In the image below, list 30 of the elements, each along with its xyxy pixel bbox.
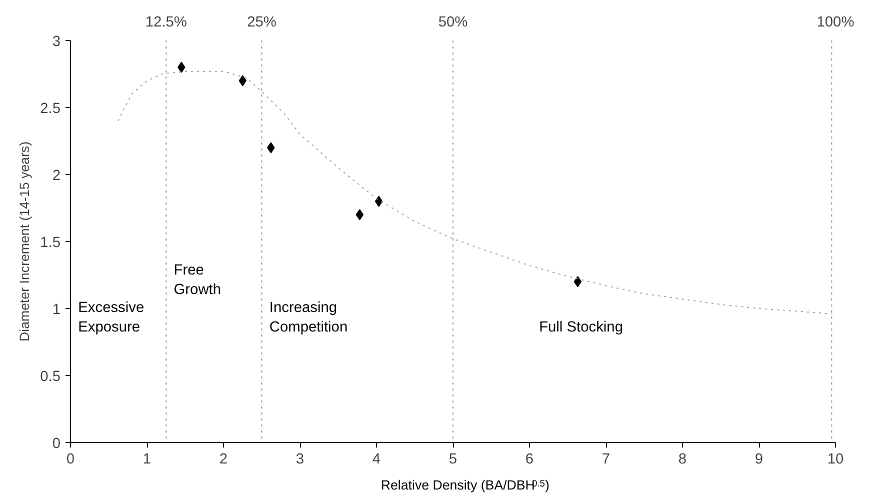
x-tick-label: 0 xyxy=(66,452,75,468)
y-tick-label: 3 xyxy=(52,34,61,50)
x2-tick-label: 12.5% xyxy=(145,14,187,30)
y-tick-label: 1 xyxy=(52,302,61,318)
annotation: Excessive Exposure xyxy=(78,300,144,336)
x2-tick-label: 25% xyxy=(247,14,276,30)
x-tick-label: 2 xyxy=(219,452,228,468)
point xyxy=(356,209,364,220)
x2-tick-label: 50% xyxy=(438,14,468,30)
point xyxy=(574,276,582,288)
x-tick-label: 4 xyxy=(372,452,381,468)
y-tick-label: 0 xyxy=(52,436,61,452)
x2-tick-label: 100% xyxy=(816,14,854,30)
y-tick-label: 2.5 xyxy=(40,101,60,117)
x-tick-label: 9 xyxy=(754,452,764,468)
y-tick-label: 0.5 xyxy=(40,369,60,385)
annotation: Free Growth xyxy=(174,262,222,298)
point xyxy=(374,196,383,207)
x-tick-label: 3 xyxy=(296,452,304,468)
x-tick-label: 1 xyxy=(142,452,152,468)
annotation: Increasing Competition xyxy=(269,300,348,336)
x-tick-label: 5 xyxy=(448,452,458,468)
annotation: Full Stocking xyxy=(539,319,623,336)
y-tick-label: 2 xyxy=(52,168,61,184)
x-tick-label: 7 xyxy=(602,452,610,468)
x-tick-label: 10 xyxy=(827,452,844,468)
y-axis-title: Diameter Increment (14-15 years) xyxy=(17,141,32,342)
x-tick-label: 6 xyxy=(525,452,534,468)
x-tick-label: 8 xyxy=(678,452,687,468)
y-tick-label: 1.5 xyxy=(40,235,60,251)
